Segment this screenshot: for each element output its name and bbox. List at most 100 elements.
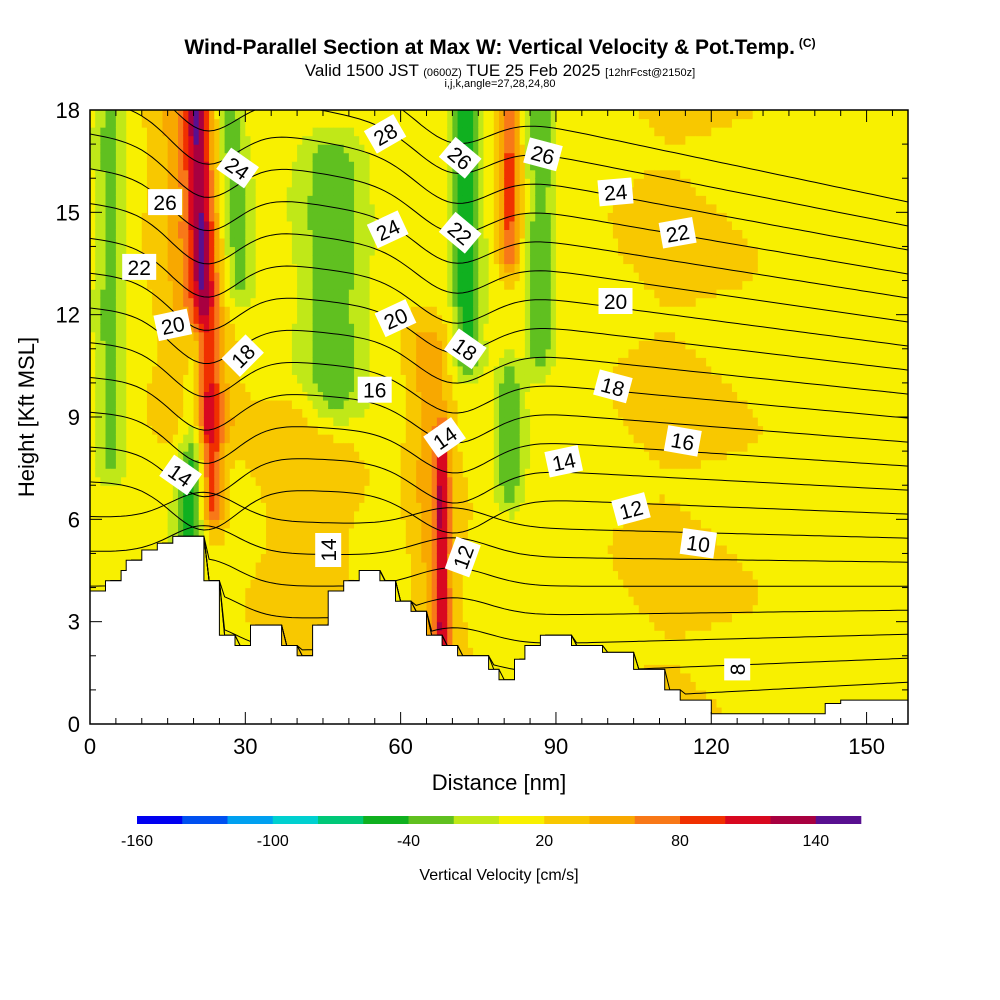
velocity-cell [442, 365, 448, 375]
velocity-cell [426, 220, 433, 230]
velocity-cell [379, 451, 386, 461]
velocity-cell [152, 152, 158, 162]
velocity-cell [266, 536, 272, 546]
velocity-cell [245, 289, 252, 299]
velocity-cell [400, 570, 407, 580]
velocity-cell [115, 118, 122, 128]
velocity-cell [410, 263, 417, 273]
velocity-cell [281, 220, 288, 230]
velocity-cell [416, 110, 422, 120]
velocity-cell [115, 561, 122, 572]
velocity-cell [385, 544, 391, 555]
velocity-cell [338, 408, 345, 418]
velocity-cell [250, 152, 257, 162]
velocity-cell [297, 425, 303, 435]
velocity-cell [369, 178, 376, 188]
velocity-cell [291, 246, 298, 256]
velocity-cell [436, 263, 443, 273]
velocity-cell [364, 314, 371, 324]
velocity-cell [146, 408, 153, 418]
velocity-cell [172, 527, 179, 537]
velocity-cell [219, 468, 226, 478]
velocity-cell [297, 451, 303, 461]
velocity-cell [390, 280, 397, 290]
velocity-cell [214, 203, 221, 213]
velocity-cell [209, 561, 215, 572]
velocity-cell [224, 630, 231, 640]
velocity-cell [90, 169, 96, 179]
velocity-cell [234, 476, 241, 486]
velocity-cell [354, 254, 360, 265]
velocity-cell [302, 451, 309, 461]
velocity-cell [343, 306, 350, 316]
velocity-cell [152, 485, 158, 495]
velocity-cell [359, 127, 365, 137]
velocity-cell [131, 212, 138, 222]
velocity-cell [297, 127, 303, 137]
velocity-cell [317, 229, 324, 239]
velocity-cell [95, 254, 101, 265]
velocity-cell [343, 272, 350, 282]
velocity-cell [421, 289, 428, 299]
velocity-cell [110, 365, 117, 375]
velocity-cell [203, 459, 210, 469]
velocity-cell [390, 553, 397, 563]
velocity-cell [234, 382, 241, 393]
velocity-cell [100, 314, 107, 324]
velocity-cell [110, 485, 117, 495]
velocity-cell [162, 169, 169, 179]
velocity-cell [291, 357, 298, 367]
velocity-cell [203, 212, 210, 222]
velocity-cell [395, 161, 402, 171]
velocity-cell [245, 229, 252, 239]
velocity-cell [115, 127, 122, 137]
velocity-cell [421, 203, 428, 213]
velocity-cell [354, 331, 360, 341]
velocity-cell [105, 468, 112, 478]
velocity-cell [271, 468, 277, 478]
velocity-cell [198, 144, 205, 154]
chart-title: Wind-Parallel Section at Max W: Vertical… [0, 36, 1000, 60]
velocity-cell [431, 604, 438, 614]
velocity-cell [266, 391, 272, 401]
velocity-cell [260, 127, 267, 137]
velocity-cell [328, 127, 334, 137]
velocity-cell [121, 553, 127, 563]
velocity-cell [297, 374, 303, 384]
velocity-cell [410, 417, 417, 427]
velocity-cell [312, 169, 319, 179]
velocity-cell [90, 246, 96, 256]
velocity-cell [214, 314, 221, 324]
velocity-cell [307, 212, 314, 222]
velocity-cell [333, 144, 340, 154]
velocity-cell [374, 527, 381, 537]
velocity-cell [255, 417, 262, 427]
velocity-cell [364, 485, 371, 495]
velocity-cell [100, 263, 107, 273]
velocity-cell [400, 144, 407, 154]
velocity-cell [126, 536, 133, 546]
velocity-cell [95, 110, 101, 120]
velocity-cell [105, 434, 112, 444]
velocity-cell [302, 596, 309, 606]
velocity-cell [95, 272, 101, 282]
velocity-cell [276, 314, 283, 324]
velocity-cell [157, 399, 164, 410]
velocity-cell [271, 544, 277, 555]
velocity-cell [146, 374, 153, 384]
velocity-cell [260, 417, 267, 427]
velocity-cell [302, 297, 309, 307]
velocity-cell [121, 510, 127, 520]
velocity-cell [95, 417, 101, 427]
velocity-cell [172, 297, 179, 307]
velocity-cell [234, 570, 241, 580]
velocity-cell [271, 604, 277, 614]
velocity-cell [431, 417, 438, 427]
velocity-cell [385, 161, 391, 171]
velocity-cell [312, 399, 319, 410]
velocity-cell [172, 254, 179, 265]
velocity-cell [266, 348, 272, 358]
velocity-cell [291, 638, 298, 648]
velocity-cell [348, 399, 355, 410]
velocity-cell [198, 382, 205, 393]
